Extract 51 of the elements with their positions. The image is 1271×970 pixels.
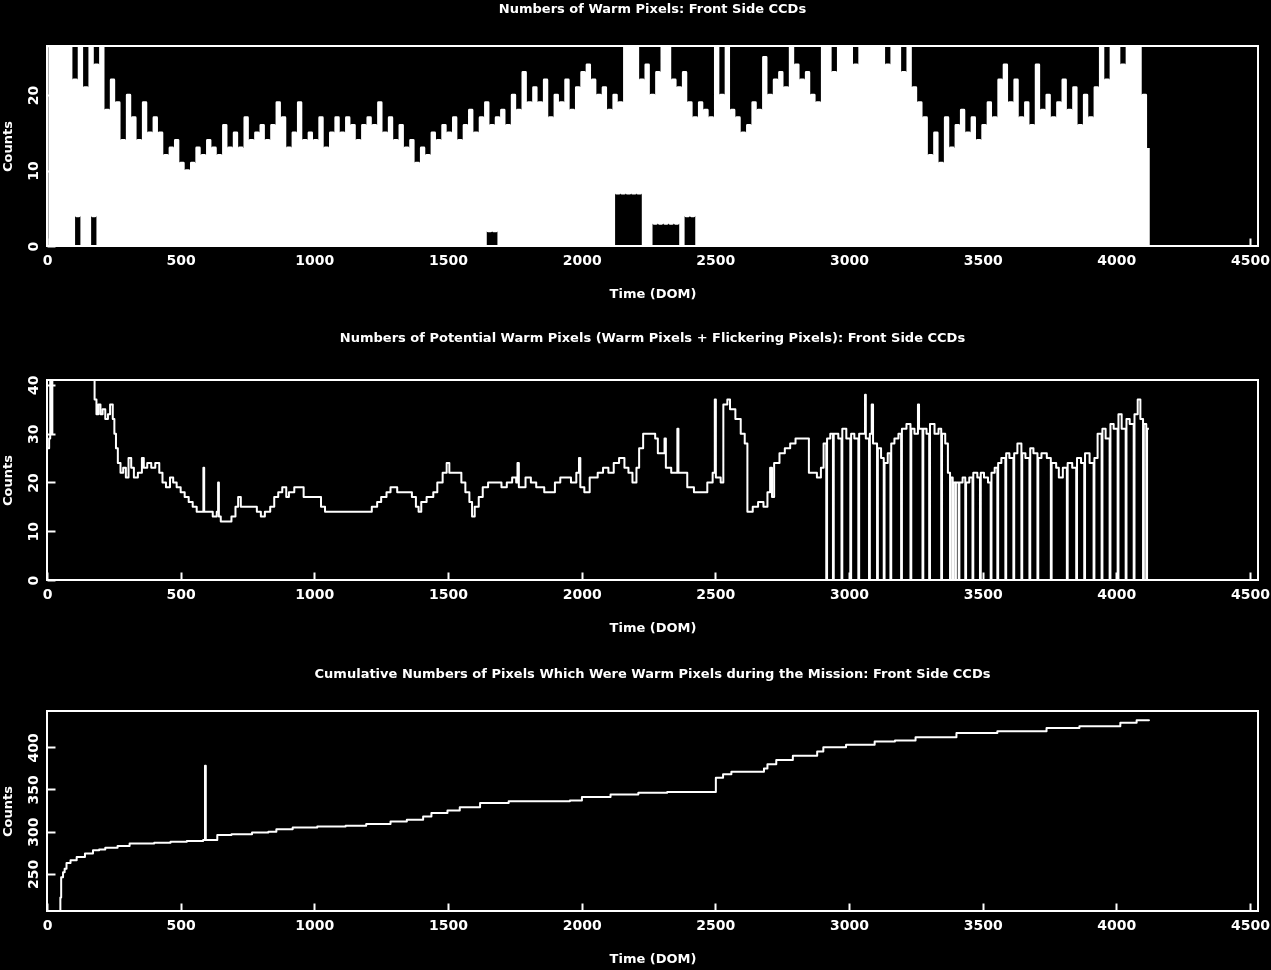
x-tick-label: 4000 xyxy=(1097,916,1137,933)
y-tick-label: 20 xyxy=(24,472,41,493)
y-tick-label: 250 xyxy=(24,859,41,889)
x-tick-label: 0 xyxy=(42,585,53,602)
x-tick-label: 1500 xyxy=(429,585,469,602)
x-tick-label: 4500 xyxy=(1231,251,1271,268)
y-tick-label: 0 xyxy=(24,575,41,586)
x-tick-label: 1000 xyxy=(295,251,335,268)
x-tick-label: 3500 xyxy=(963,916,1003,933)
x-tick-label: 500 xyxy=(166,916,197,933)
x-tick-label: 0 xyxy=(42,916,53,933)
x-tick-label: 3000 xyxy=(830,916,870,933)
x-tick-label: 2000 xyxy=(562,585,602,602)
x-tick-label: 500 xyxy=(166,251,197,268)
chart-title: Numbers of Warm Pixels: Front Side CCDs xyxy=(498,1,807,16)
x-tick-label: 3000 xyxy=(830,251,870,268)
y-tick-label: 20 xyxy=(24,85,41,106)
chart-title: Numbers of Potential Warm Pixels (Warm Pixels + Flickering Pixels): Front Side CCDs xyxy=(339,330,966,346)
x-tick-label: 4500 xyxy=(1231,916,1271,933)
x-axis-title: Time (DOM) xyxy=(609,285,697,301)
y-axis-title: Counts xyxy=(0,454,15,506)
x-tick-label: 4500 xyxy=(1231,585,1271,602)
x-tick-label: 2000 xyxy=(562,251,602,268)
y-tick-label: 10 xyxy=(24,521,41,542)
y-tick-label: 300 xyxy=(24,817,41,847)
y-tick-label: 0 xyxy=(24,241,41,252)
y-tick-label: 350 xyxy=(24,775,41,805)
y-axis-title: Counts xyxy=(0,785,15,837)
y-tick-label: 400 xyxy=(24,732,41,763)
x-tick-label: 2500 xyxy=(696,251,736,268)
x-tick-label: 1000 xyxy=(295,916,335,933)
x-tick-label: 3500 xyxy=(963,585,1003,602)
x-axis-title: Time (DOM) xyxy=(609,950,697,966)
x-tick-label: 500 xyxy=(166,585,197,602)
x-axis-title: Time (DOM) xyxy=(609,619,697,635)
y-tick-label: 30 xyxy=(24,424,41,444)
x-tick-label: 2500 xyxy=(696,585,736,602)
x-tick-label: 1500 xyxy=(429,916,469,933)
x-tick-label: 3500 xyxy=(963,251,1003,268)
y-tick-label: 40 xyxy=(24,375,41,396)
x-tick-label: 4000 xyxy=(1097,251,1137,268)
x-tick-label: 1500 xyxy=(429,251,469,268)
x-tick-label: 3000 xyxy=(830,585,870,602)
y-axis-title: Counts xyxy=(0,120,15,172)
x-tick-label: 2500 xyxy=(696,916,736,933)
y-tick-label: 10 xyxy=(24,161,41,181)
chart-title: Cumulative Numbers of Pixels Which Were Warm Pixels during the Mission: Front Side CCDs xyxy=(314,666,991,681)
x-tick-label: 2000 xyxy=(562,916,602,933)
x-tick-label: 0 xyxy=(42,251,53,268)
x-tick-label: 1000 xyxy=(295,585,335,602)
x-tick-label: 4000 xyxy=(1097,585,1137,602)
